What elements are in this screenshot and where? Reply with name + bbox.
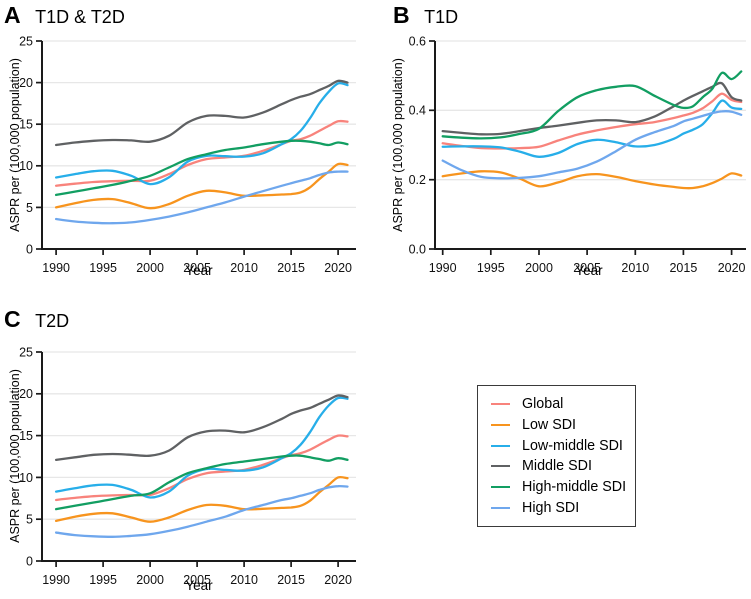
legend-item: High SDI xyxy=(491,498,635,519)
x-tick-label: 2000 xyxy=(525,261,553,275)
y-tick-label: 0.6 xyxy=(409,34,426,48)
x-tick-label: 2010 xyxy=(230,261,258,275)
legend-item: Global xyxy=(491,394,635,415)
series-line-middle-sdi xyxy=(54,79,349,147)
panel-c-letter: C xyxy=(4,306,22,332)
y-tick-label: 0 xyxy=(26,242,33,256)
panel-b-plot: 0.0 0.2 0.4 0.6 1990 1995 2000 2005 2010 2015 2020 xyxy=(409,34,746,275)
legend-line-swatch xyxy=(491,486,510,489)
panel-a-x-axis-label: Year xyxy=(185,263,213,278)
panel-c-x-axis-label: Year xyxy=(185,578,213,593)
x-tick-label: 2005 xyxy=(183,261,211,275)
legend-line-swatch xyxy=(491,403,510,405)
legend-label: High SDI xyxy=(522,499,580,516)
x-tick-label: 2015 xyxy=(669,261,697,275)
legend-line-swatch xyxy=(491,423,510,426)
x-tick-label: 1990 xyxy=(429,261,457,275)
legend-label: Global xyxy=(522,396,564,412)
y-tick-label: 0.4 xyxy=(409,104,426,118)
series-line-high-middle-sdi xyxy=(54,139,349,197)
y-tick-label: 0 xyxy=(26,554,33,568)
y-tick-label: 25 xyxy=(19,345,33,359)
panel-a-plot: 0 5 10 15 20 25 1990 1995 2000 2005 2010 2015 2020 xyxy=(19,34,356,275)
y-tick-label: 5 xyxy=(26,513,33,527)
series-line-middle-sdi xyxy=(441,81,743,136)
x-tick-label: 2005 xyxy=(573,261,601,275)
legend-label: High-middle SDI xyxy=(522,479,627,496)
x-tick-label: 1995 xyxy=(89,261,117,275)
y-tick-label: 10 xyxy=(19,159,33,173)
series-line-low-middle-sdi xyxy=(54,81,349,186)
legend-line-swatch xyxy=(491,506,510,509)
y-tick-label: 20 xyxy=(19,76,33,90)
panel-c-plot: 0 5 10 15 20 25 1990 1995 2000 2005 2010 2015 2020 xyxy=(19,345,356,587)
series-line-low-sdi xyxy=(441,170,743,190)
y-tick-label: 20 xyxy=(19,387,33,401)
legend-label: Low SDI xyxy=(522,416,577,433)
panel-b-letter: B xyxy=(393,2,411,28)
panel-a-letter: A xyxy=(4,2,22,28)
x-tick-label: 2020 xyxy=(324,261,352,275)
y-tick-label: 0.2 xyxy=(409,173,426,187)
x-tick-label: 2000 xyxy=(136,573,164,587)
x-tick-label: 2020 xyxy=(324,573,352,587)
series-line-global xyxy=(54,434,349,502)
legend-line-swatch xyxy=(491,465,510,468)
x-tick-label: 2010 xyxy=(230,573,258,587)
series-line-middle-sdi xyxy=(54,394,349,461)
legend-item: Low-middle SDI xyxy=(491,435,635,456)
series-line-low-sdi xyxy=(54,162,349,210)
series-line-high-middle-sdi xyxy=(441,70,743,140)
panel-a-title: T1D & T2D xyxy=(35,7,125,27)
x-tick-label: 1995 xyxy=(89,573,117,587)
legend-item: Middle SDI xyxy=(491,456,635,477)
panel-b-header: B T1D xyxy=(393,2,458,29)
panel-b-title: T1D xyxy=(424,7,459,27)
panel-b-x-axis-label: Year xyxy=(575,263,603,278)
series-line-low-middle-sdi xyxy=(54,396,349,499)
legend-line-swatch xyxy=(491,444,510,447)
series-line-high-middle-sdi xyxy=(54,454,349,511)
panel-c-header: C T2D xyxy=(4,306,69,333)
series-line-global xyxy=(54,119,349,187)
y-tick-label: 5 xyxy=(26,201,33,215)
legend-item: Low SDI xyxy=(491,414,635,435)
x-tick-label: 1995 xyxy=(477,261,505,275)
y-tick-label: 10 xyxy=(19,471,33,485)
panel-a-header: A T1D & T2D xyxy=(4,2,125,29)
x-tick-label: 2005 xyxy=(183,573,211,587)
y-tick-label: 15 xyxy=(19,118,33,132)
y-tick-label: 0.0 xyxy=(409,242,426,256)
panel-c-title: T2D xyxy=(35,311,70,331)
series-line-high-sdi xyxy=(54,485,349,538)
series-line-high-sdi xyxy=(441,110,743,180)
y-tick-label: 25 xyxy=(19,34,33,48)
x-tick-label: 2010 xyxy=(621,261,649,275)
legend-item: High-middle SDI xyxy=(491,477,635,498)
series-line-high-sdi xyxy=(54,170,349,225)
x-tick-label: 1990 xyxy=(42,261,70,275)
x-tick-label: 2015 xyxy=(277,261,305,275)
legend-label: Low-middle SDI xyxy=(522,437,623,454)
x-tick-label: 1990 xyxy=(42,573,70,587)
y-tick-label: 15 xyxy=(19,429,33,443)
x-tick-label: 2000 xyxy=(136,261,164,275)
x-tick-label: 2020 xyxy=(718,261,746,275)
series-line-low-sdi xyxy=(54,475,349,523)
legend-box: Global Low SDI Low-middle SDI Middle SDI Hig… xyxy=(477,385,636,527)
legend-label: Middle SDI xyxy=(522,458,592,475)
x-tick-label: 2015 xyxy=(277,573,305,587)
